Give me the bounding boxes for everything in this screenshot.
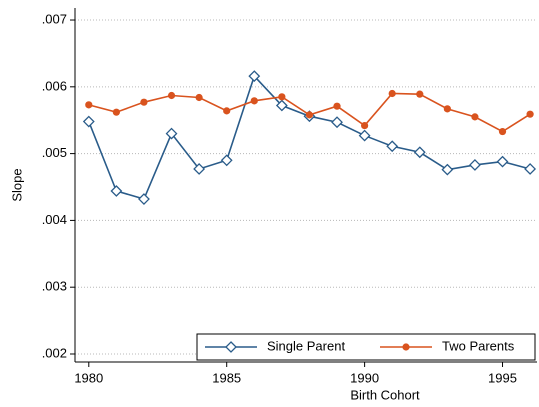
diamond-marker: [82, 115, 95, 128]
circle-marker: [223, 107, 231, 115]
x-axis-title: Birth Cohort: [350, 387, 420, 402]
legend-label: Two Parents: [442, 338, 515, 353]
circle-marker: [167, 91, 176, 100]
legend-marker: [402, 343, 410, 351]
diamond-marker: [413, 146, 426, 159]
x-tick-label: 1985: [212, 370, 241, 385]
circle-marker: [333, 102, 341, 110]
diamond-marker: [469, 159, 481, 171]
y-tick-label: .007: [42, 11, 67, 26]
diamond-marker: [496, 155, 509, 168]
y-tick-label: .002: [42, 345, 67, 360]
x-tick-label: 1980: [74, 370, 103, 385]
circle-marker: [140, 98, 148, 106]
circle-marker: [498, 127, 507, 136]
circle-marker: [471, 113, 479, 121]
y-axis-title: Slope: [9, 168, 24, 201]
y-tick-label: .005: [42, 145, 67, 160]
circle-marker: [250, 97, 258, 105]
diamond-marker: [331, 116, 343, 129]
circle-marker: [361, 121, 369, 130]
diamond-marker: [441, 163, 454, 176]
circle-marker: [85, 101, 93, 109]
legend-label: Single Parent: [267, 338, 345, 353]
y-tick-label: .004: [42, 212, 67, 227]
diamond-marker: [165, 127, 178, 140]
circle-marker: [388, 89, 396, 98]
x-tick-label: 1995: [488, 370, 517, 385]
circle-marker: [416, 90, 424, 98]
diamond-marker: [386, 140, 399, 153]
circle-marker: [195, 93, 203, 102]
circle-marker: [305, 111, 314, 119]
x-tick-label: 1990: [350, 370, 379, 385]
diamond-marker: [358, 129, 371, 142]
diamond-marker: [220, 154, 233, 167]
diamond-marker: [110, 185, 123, 197]
diamond-marker: [248, 70, 261, 83]
series-line: [88, 74, 531, 200]
circle-marker: [443, 105, 451, 113]
y-tick-label: .006: [42, 78, 67, 93]
diamond-marker: [193, 163, 206, 175]
circle-marker: [526, 110, 534, 118]
legend-marker: [225, 341, 237, 353]
legend: Single Parent Two Parents: [196, 333, 536, 361]
diamond-marker: [138, 193, 150, 205]
y-tick-label: .003: [42, 279, 67, 294]
circle-marker: [112, 108, 120, 116]
diamond-marker: [275, 99, 288, 112]
circle-marker: [278, 93, 286, 101]
diamond-marker: [524, 163, 537, 175]
